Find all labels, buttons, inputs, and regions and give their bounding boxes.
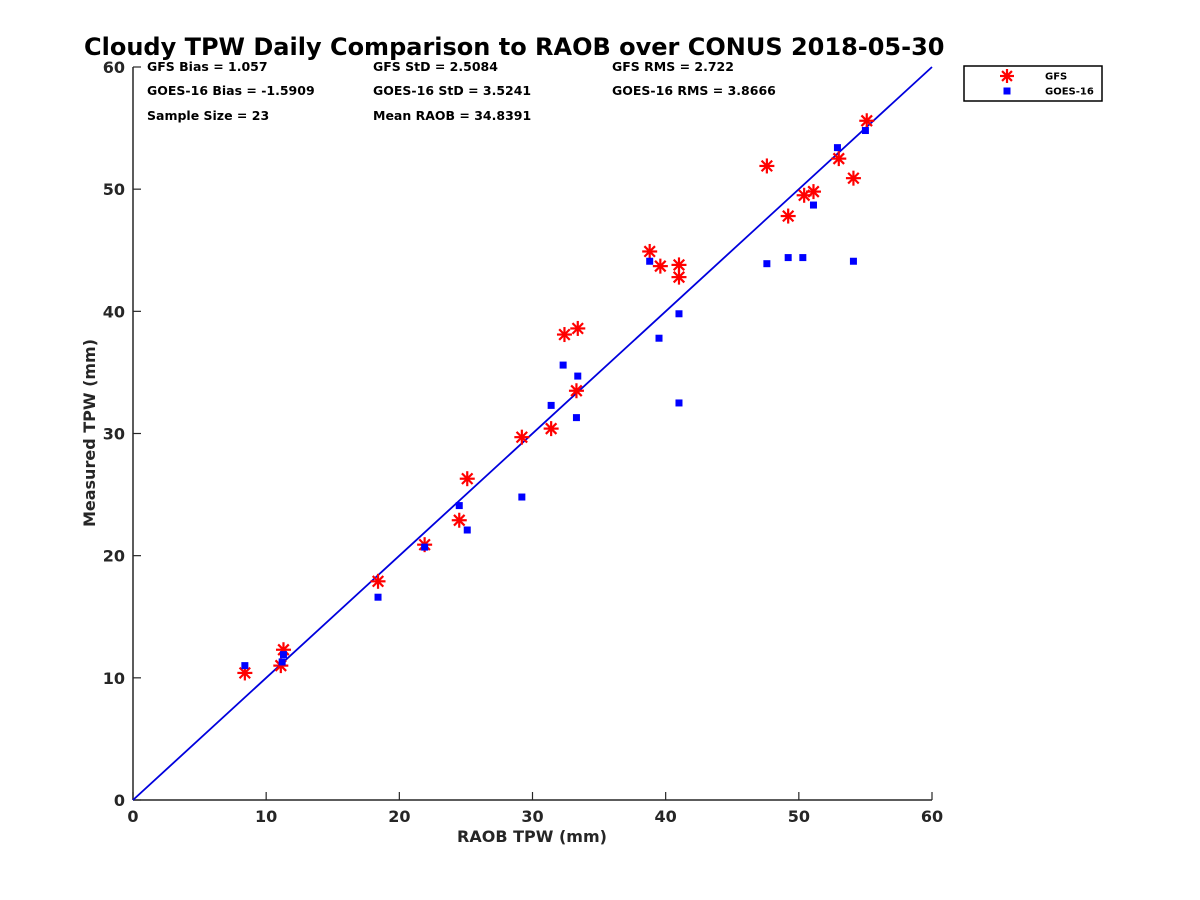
goes16-point	[572, 414, 580, 422]
goes16-point	[455, 502, 463, 510]
y-tick-label: 50	[103, 180, 125, 199]
stat-goes-bias: GOES-16 Bias = -1.5909	[147, 83, 315, 98]
legend-marker-goes16	[1003, 87, 1011, 95]
y-axis-label: Measured TPW (mm)	[80, 339, 99, 527]
legend-marker-gfs	[1000, 69, 1014, 83]
gfs-point	[831, 151, 847, 167]
goes16-point	[547, 401, 555, 409]
gfs-point	[543, 421, 559, 437]
one-to-one-line	[132, 66, 933, 801]
gfs-point	[805, 184, 821, 200]
chart-title: Cloudy TPW Daily Comparison to RAOB over…	[84, 33, 944, 61]
data-points	[237, 113, 875, 681]
series-goes-16	[241, 127, 869, 670]
goes16-point	[763, 260, 771, 268]
legend-box	[963, 65, 1103, 102]
gfs-point	[652, 258, 668, 274]
goes16-point	[784, 254, 792, 262]
goes16-point	[559, 361, 567, 369]
goes16-point	[278, 658, 286, 666]
goes16-point	[374, 593, 382, 601]
x-axis-label: RAOB TPW (mm)	[457, 827, 607, 846]
gfs-point	[671, 269, 687, 285]
legend: GFS GOES-16	[963, 65, 1103, 102]
goes16-point	[646, 257, 654, 265]
goes16-point	[518, 493, 526, 501]
stat-goes-std: GOES-16 StD = 3.5241	[373, 83, 531, 98]
gfs-point	[514, 429, 530, 445]
goes16-point	[809, 201, 817, 209]
gfs-point	[845, 170, 861, 186]
y-tick-label: 20	[103, 547, 125, 566]
goes16-point	[849, 257, 857, 265]
stat-gfs-std: GFS StD = 2.5084	[373, 59, 498, 74]
gfs-point	[459, 471, 475, 487]
gfs-point	[780, 208, 796, 224]
x-tick-label: 60	[921, 807, 943, 826]
y-tick-label: 40	[103, 302, 125, 321]
y-tick-label: 30	[103, 425, 125, 444]
reference-line	[132, 66, 933, 801]
x-tick-label: 20	[388, 807, 410, 826]
y-tick-label: 0	[114, 791, 125, 810]
goes16-point	[241, 662, 249, 670]
y-tick-label: 10	[103, 669, 125, 688]
goes16-point	[833, 144, 841, 152]
stats-block: GFS Bias = 1.057 GOES-16 Bias = -1.5909 …	[147, 59, 776, 123]
goes16-point	[463, 526, 471, 534]
x-tick-label: 30	[521, 807, 543, 826]
gfs-point	[570, 320, 586, 336]
goes16-point	[675, 399, 683, 407]
gfs-point	[642, 243, 658, 259]
stat-sample-size: Sample Size = 23	[147, 108, 269, 123]
stat-gfs-rms: GFS RMS = 2.722	[612, 59, 734, 74]
stat-gfs-bias: GFS Bias = 1.057	[147, 59, 268, 74]
gfs-point	[556, 327, 572, 343]
axes: 0 10 20 30 40 50 60 0 10 20 30 40 50 60	[103, 58, 943, 826]
goes16-point	[421, 543, 429, 551]
goes16-point	[675, 310, 683, 318]
x-tick-label: 50	[788, 807, 810, 826]
series-gfs	[237, 113, 875, 681]
legend-label-gfs: GFS	[1045, 72, 1067, 83]
stat-mean-raob: Mean RAOB = 34.8391	[373, 108, 531, 123]
gfs-point	[859, 113, 875, 129]
gfs-point	[568, 383, 584, 399]
x-tick-label: 10	[255, 807, 277, 826]
x-tick-label: 0	[127, 807, 138, 826]
x-tick-label: 40	[655, 807, 677, 826]
gfs-point	[759, 158, 775, 174]
y-tick-label: 60	[103, 58, 125, 77]
goes16-point	[574, 372, 582, 380]
legend-label-goes-16: GOES-16	[1045, 87, 1094, 98]
gfs-point	[370, 573, 386, 589]
stat-goes-rms: GOES-16 RMS = 3.8666	[612, 83, 776, 98]
gfs-point	[451, 512, 467, 528]
goes16-point	[861, 127, 869, 135]
goes16-point	[655, 334, 663, 342]
goes16-point	[799, 254, 807, 262]
goes16-point	[279, 651, 287, 659]
